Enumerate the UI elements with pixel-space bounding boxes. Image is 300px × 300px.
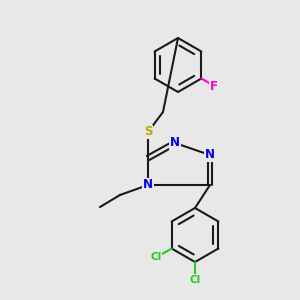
Text: Cl: Cl <box>150 253 162 262</box>
Text: N: N <box>143 178 153 191</box>
Text: N: N <box>205 148 215 161</box>
Text: N: N <box>170 136 180 149</box>
Text: F: F <box>210 80 218 92</box>
Text: Cl: Cl <box>189 275 201 285</box>
Text: S: S <box>144 125 152 139</box>
